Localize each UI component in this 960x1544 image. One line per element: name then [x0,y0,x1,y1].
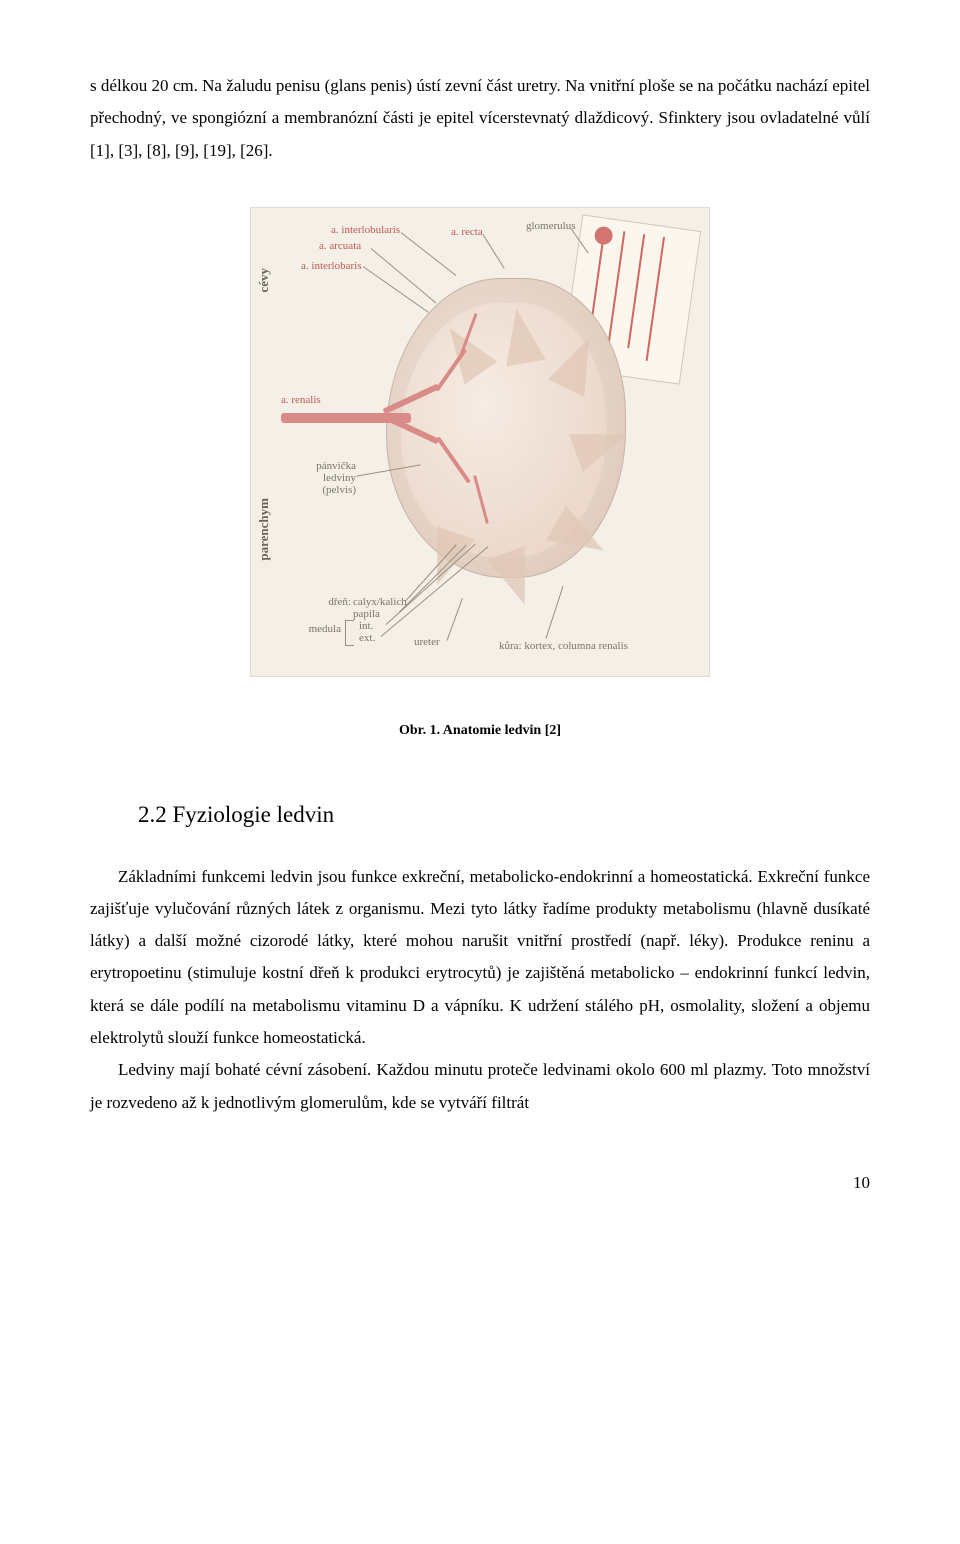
leader-line [401,232,457,276]
label-arcuata: a. arcuata [319,240,361,252]
paragraph-2: Základními funkcemi ledvin jsou funkce e… [90,861,870,1055]
label-kura: kůra: kortex, columna renalis [499,640,628,652]
page-number: 10 [90,1167,870,1199]
label-calyx: calyx/kalich [353,596,407,608]
figure-container: cévy parenchym a. interlobularis a. arcu… [90,207,870,745]
label-panvicka: pánvička ledviny (pelvis) [281,460,356,496]
leader-line [447,598,463,641]
paragraph-1: s délkou 20 cm. Na žaludu penisu (glans … [90,70,870,167]
figure-caption: Obr. 1. Anatomie ledvin [2] [90,718,870,745]
label-dren: dřeň: [296,596,351,608]
label-interlobaris: a. interlobaris [301,260,361,272]
label-parenchym: parenchym [257,498,271,561]
leader-line [483,234,505,268]
label-medula: medula [281,623,341,635]
section-heading-2-2: 2.2 Fyziologie ledvin [138,793,870,837]
paragraph-3: Ledviny mají bohaté cévní zásobení. Každ… [90,1054,870,1119]
label-int: int. [359,620,373,632]
label-glomerulus: glomerulus [526,220,576,232]
label-recta: a. recta [451,226,483,238]
label-renalis: a. renalis [281,394,321,406]
label-cevy: cévy [257,268,271,293]
label-ureter: ureter [414,636,440,648]
brace-icon [345,620,354,646]
label-papila: papila [353,608,380,620]
kidney-anatomy-figure: cévy parenchym a. interlobularis a. arcu… [250,207,710,677]
label-interlobularis: a. interlobularis [331,224,400,236]
leader-line [546,586,564,639]
label-ext: ext. [359,632,375,644]
